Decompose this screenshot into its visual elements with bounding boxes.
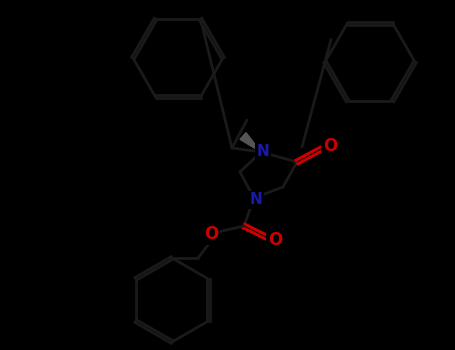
Polygon shape [240,133,261,152]
Text: N: N [250,193,263,208]
Text: O: O [204,225,218,243]
Text: N: N [257,145,269,160]
Text: O: O [323,137,337,155]
Text: O: O [268,231,282,249]
